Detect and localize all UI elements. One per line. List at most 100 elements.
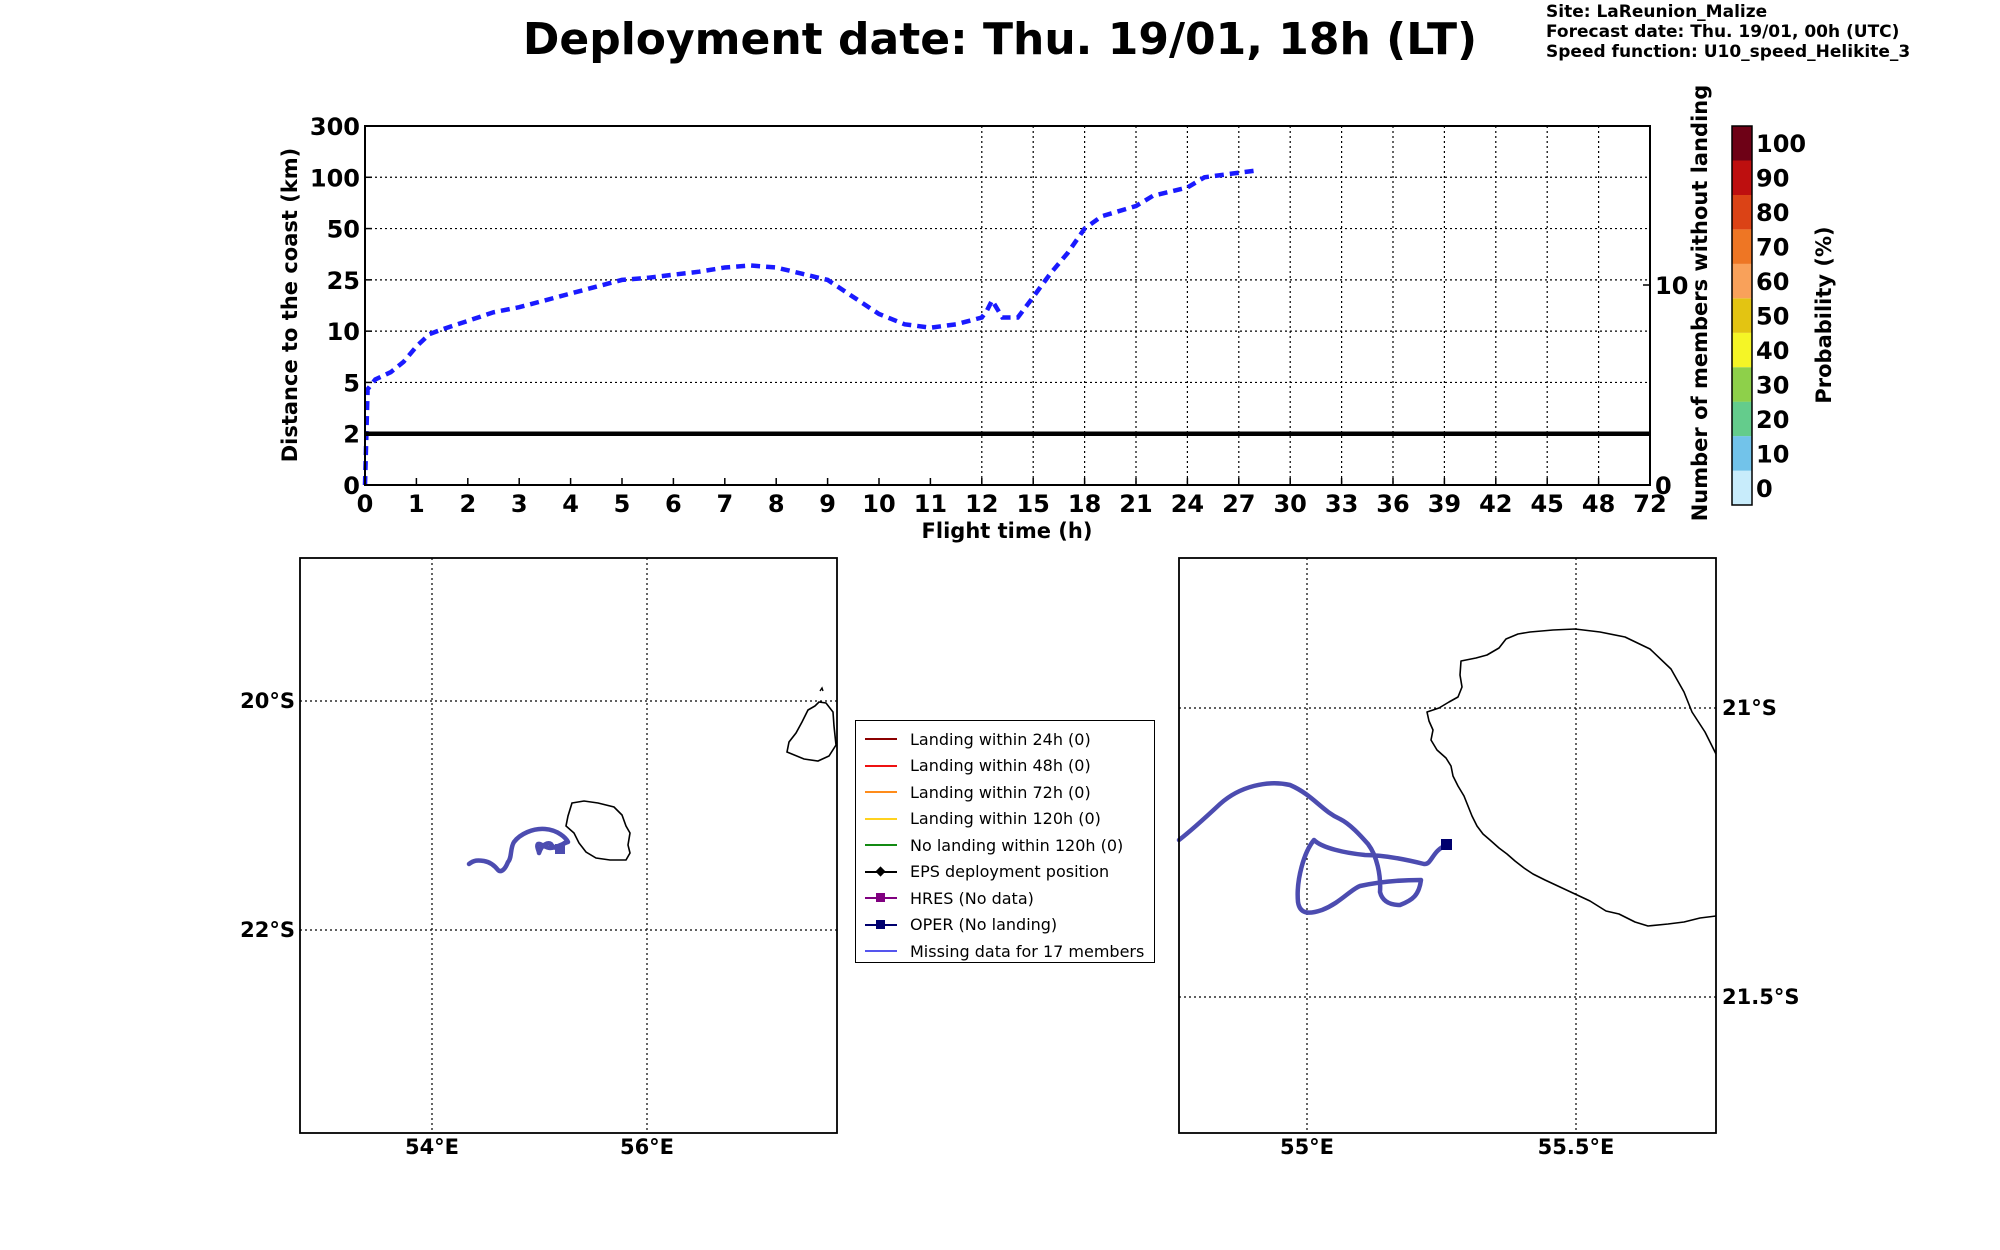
- x-tick-label: 42: [1479, 490, 1512, 518]
- x-tick-label: 21: [1119, 490, 1152, 518]
- legend-swatch: [862, 785, 900, 799]
- distance-chart-frame: [364, 125, 1651, 486]
- y-tick-label: 5: [343, 369, 360, 397]
- colorbar-segment: [1732, 298, 1752, 333]
- colorbar-tick-label: 80: [1756, 199, 1789, 227]
- colorbar-tick-label: 90: [1756, 165, 1789, 193]
- colorbar-tick-label: 100: [1756, 130, 1806, 158]
- legend-item: Landing within 24h (0): [862, 726, 1154, 753]
- legend-item: Landing within 72h (0): [862, 779, 1154, 806]
- colorbar-segment: [1732, 401, 1752, 437]
- colorbar-tick-label: 50: [1756, 303, 1789, 331]
- y-tick-label: 10: [327, 318, 360, 346]
- x-tick-label: 4: [562, 490, 579, 518]
- legend-label: Landing within 48h (0): [910, 756, 1091, 776]
- colorbar-segment: [1732, 229, 1752, 264]
- site-label: Site: LaReunion_Malize: [1546, 2, 1768, 22]
- legend-item: Landing within 120h (0): [862, 806, 1154, 833]
- x-tick-label: 3: [511, 490, 528, 518]
- legend-item: No landing within 120h (0): [862, 832, 1154, 859]
- map-legend: Landing within 24h (0) Landing within 48h…: [855, 720, 1155, 963]
- x-axis-label: Flight time (h): [922, 519, 1093, 543]
- distance-chart-grid: [365, 126, 1650, 485]
- colorbar-segment: [1732, 470, 1752, 505]
- colorbar-tick-label: 20: [1756, 406, 1789, 434]
- x-tick-label: 18: [1068, 490, 1101, 518]
- legend-swatch: [862, 759, 900, 773]
- x-tick-label: 72: [1633, 490, 1666, 518]
- map-lat-label: 22°S: [240, 918, 295, 942]
- x-tick-label: 9: [819, 490, 836, 518]
- legend-label: Landing within 72h (0): [910, 782, 1091, 802]
- legend-item: Missing data for 17 members: [862, 938, 1154, 965]
- map-lon-label: 54°E: [405, 1135, 459, 1159]
- colorbar-segment: [1732, 332, 1752, 368]
- x-tick-label: 1: [408, 490, 425, 518]
- legend-swatch: [862, 812, 900, 826]
- x-tick-label: 0: [357, 490, 374, 518]
- x-tick-label: 48: [1582, 490, 1615, 518]
- rodrigues-islet: [819, 686, 824, 692]
- x-tick-label: 5: [614, 490, 631, 518]
- speed-function-label: Speed function: U10_speed_Helikite_3: [1546, 42, 1911, 62]
- colorbar-tick-label: 30: [1756, 371, 1789, 399]
- reunion-coastline: [565, 800, 631, 861]
- x-tick-label: 6: [665, 490, 682, 518]
- legend-label: Landing within 120h (0): [910, 809, 1101, 829]
- map-lat-label: 21°S: [1722, 696, 1777, 720]
- legend-swatch: [862, 732, 900, 746]
- mauritius-coastline: [786, 701, 837, 762]
- zoom-map: 55°E 55.5°E 21°S 21.5°S: [1176, 557, 1799, 1159]
- regional-map: 54°E 56°E 20°S 22°S: [240, 557, 838, 1159]
- colorbar-frame: [1731, 125, 1753, 506]
- x-tick-label: 24: [1171, 490, 1204, 518]
- legend-swatch: [862, 838, 900, 852]
- colorbar-segment: [1732, 367, 1752, 402]
- y-tick-label: 100: [310, 164, 360, 192]
- colorbar-tick-label: 0: [1756, 475, 1773, 503]
- right-axis-label: Number of members without landing: [1688, 85, 1712, 522]
- forecast-date-label: Forecast date: Thu. 19/01, 00h (UTC): [1546, 22, 1900, 42]
- x-tick-label: 39: [1428, 490, 1461, 518]
- probability-colorbar: 0 10 20 30 40 50 60 70 80 90 100: [1731, 125, 1806, 506]
- x-tick-label: 36: [1376, 490, 1409, 518]
- x-tick-label: 7: [716, 490, 733, 518]
- distance-chart-right-ticks: 0 10: [1643, 272, 1688, 500]
- map-lat-label: 20°S: [240, 689, 295, 713]
- legend-label: No landing within 120h (0): [910, 835, 1124, 855]
- y-tick-label: 25: [327, 267, 360, 295]
- legend-swatch: [862, 944, 900, 958]
- oper-marker-zoom: [1441, 839, 1452, 850]
- legend-item: OPER (No landing): [862, 912, 1154, 939]
- legend-swatch: [862, 891, 900, 905]
- y-tick-label: 0: [343, 472, 360, 500]
- colorbar-segment: [1732, 263, 1752, 299]
- right-tick-label: 0: [1655, 472, 1672, 500]
- legend-swatch: [862, 865, 900, 879]
- legend-label: Missing data for 17 members: [910, 941, 1145, 961]
- forecast-metadata: Site: LaReunion_Malize Forecast date: Th…: [1546, 2, 1910, 62]
- map-lon-label: 55°E: [1280, 1135, 1334, 1159]
- colorbar-segment: [1732, 436, 1752, 471]
- colorbar-tick-label: 60: [1756, 268, 1789, 296]
- legend-label: EPS deployment position: [910, 862, 1110, 882]
- y-tick-label: 2: [343, 421, 360, 449]
- x-tick-label: 30: [1273, 490, 1306, 518]
- colorbar-tick-label: 40: [1756, 337, 1789, 365]
- colorbar-label: Probability (%): [1812, 226, 1836, 403]
- x-tick-label: 2: [459, 490, 476, 518]
- map-lon-label: 56°E: [620, 1135, 674, 1159]
- x-tick-label: 27: [1222, 490, 1255, 518]
- colorbar-segment: [1732, 160, 1752, 195]
- y-tick-label: 300: [310, 113, 360, 141]
- distance-chart-lines: [362, 168, 1650, 486]
- legend-label: HRES (No data): [910, 888, 1034, 908]
- chart-title: Deployment date: Thu. 19/01, 18h (LT): [522, 14, 1478, 65]
- legend-item: EPS deployment position: [862, 859, 1154, 886]
- legend-swatch: [862, 918, 900, 932]
- map-lat-label: 21.5°S: [1722, 985, 1799, 1009]
- colorbar-segment: [1732, 126, 1752, 161]
- x-tick-label: 45: [1530, 490, 1563, 518]
- distance-series-line: [362, 168, 1257, 486]
